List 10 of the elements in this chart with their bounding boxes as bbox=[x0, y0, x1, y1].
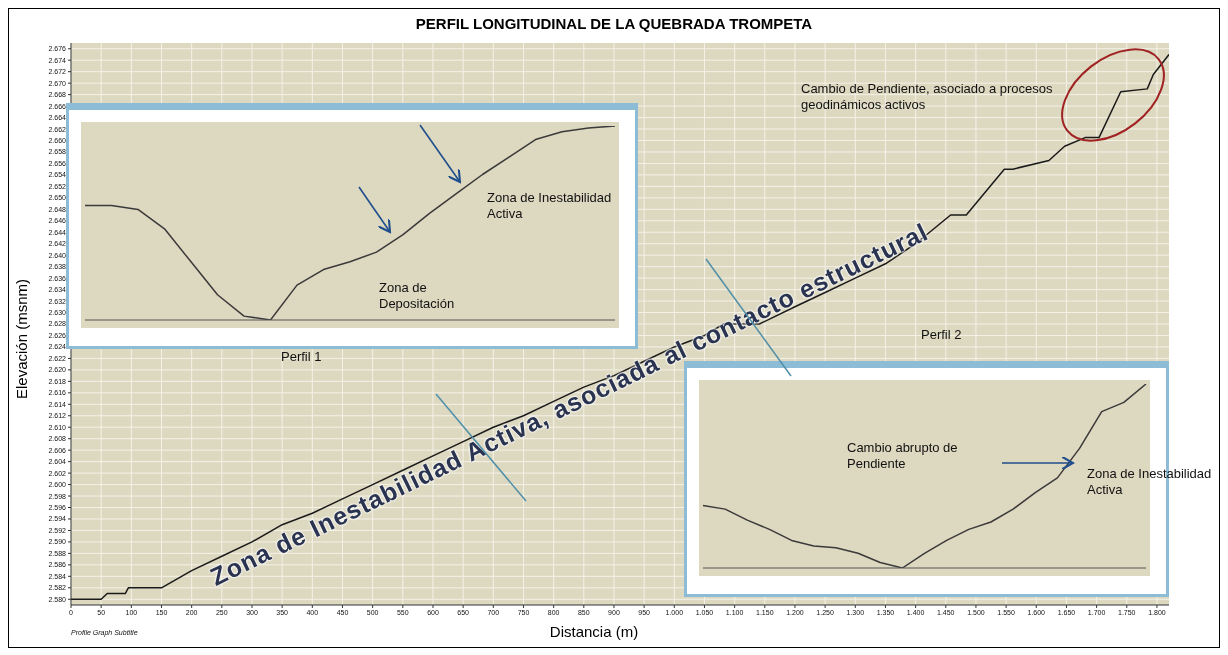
x-axis-title: Distancia (m) bbox=[549, 623, 639, 640]
chart-title: PERFIL LONGITUDINAL DE LA QUEBRADA TROMPETA bbox=[414, 15, 814, 32]
annotation: Zona de Inestabilidad Activa bbox=[487, 190, 613, 222]
annotation: Zona de Depositación bbox=[379, 280, 456, 312]
annotation: Perfil 1 bbox=[281, 349, 322, 365]
annotation: Cambio abrupto de Pendiente bbox=[847, 440, 959, 472]
y-axis-title: Elevación (msnm) bbox=[12, 278, 30, 400]
annotation: Zona de Inestabilidad Activa bbox=[1087, 466, 1213, 498]
annotation: Cambio de Pendiente, asociado a procesos geodinámicos activos bbox=[801, 81, 1054, 113]
annotation: Perfil 2 bbox=[921, 327, 962, 343]
